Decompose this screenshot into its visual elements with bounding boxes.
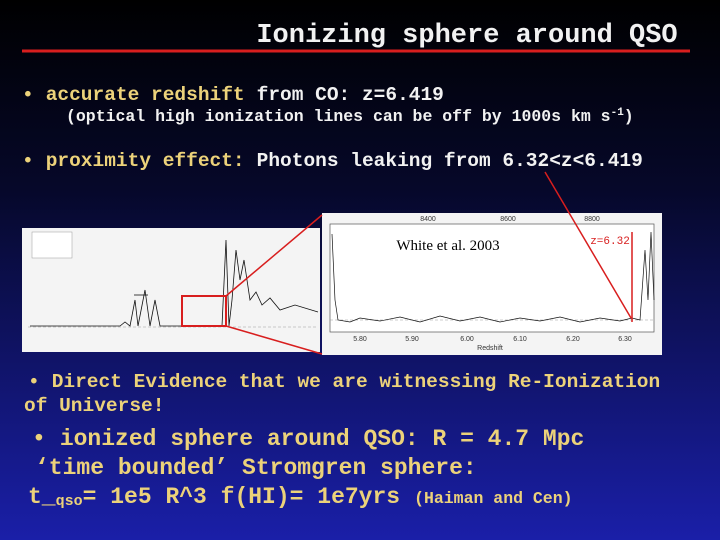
bullet: • proximity effect: Photons leaking from 6… (22, 150, 643, 172)
bottom-tick: 6.20 (566, 336, 580, 343)
spectrum-right: 8400 8600 8800 5.80 5.90 6.00 6.10 6.20 … (322, 213, 662, 355)
bullet: • Direct Evidence that we are witnessing … (28, 371, 660, 393)
top-tick: 8400 (420, 216, 436, 223)
bottom-tick: 6.00 (460, 336, 474, 343)
marker-label: z=6.32 (590, 236, 630, 248)
bullet-text: Direct Evidence that we are witnessing R… (52, 371, 661, 393)
top-tick: 8800 (584, 216, 600, 223)
top-tick: 8600 (500, 216, 516, 223)
spectrum-left (22, 228, 320, 352)
formula-text: = 1e5 R^3 f(HI)= 1e7yrs (83, 484, 400, 510)
highlight: proximity effect: (46, 150, 245, 172)
figure-citation: White et al. 2003 (396, 238, 499, 254)
formula-citation: (Haiman and Cen) (414, 489, 572, 508)
formula-sub: qso (56, 493, 83, 510)
bottom-tick: 5.80 (353, 336, 367, 343)
x-label: Redshift (477, 345, 503, 352)
formula: t_qso= 1e5 R^3 f(HI)= 1e7yrs (Haiman and … (28, 484, 573, 510)
bullet-text: of Universe! (24, 395, 164, 417)
note-text: (optical high ionization lines can be of… (66, 107, 611, 126)
highlight: accurate redshift (46, 84, 245, 106)
note-sup: -1 (611, 107, 625, 119)
bottom-tick: 5.90 (405, 336, 419, 343)
bullet-text: from CO: z=6.419 (257, 84, 444, 106)
bullet-text: Photons leaking from 6.32<z<6.419 (257, 150, 643, 172)
slide-title: Ionizing sphere around QSO (256, 21, 677, 51)
note-text: ) (624, 107, 634, 126)
bottom-tick: 6.10 (513, 336, 527, 343)
note: (optical high ionization lines can be of… (66, 107, 634, 126)
bullet: • accurate redshift from CO: z=6.419 (22, 84, 444, 106)
bottom-tick: 6.30 (618, 336, 632, 343)
formula-text: t_ (28, 484, 56, 510)
bullet: • ionized sphere around QSO: R = 4.7 Mpc (32, 426, 584, 452)
bullet-text: ‘time bounded’ Stromgren sphere: (35, 455, 477, 481)
bullet-text: ionized sphere around QSO: R = 4.7 Mpc (60, 426, 585, 452)
annotations (181, 171, 633, 355)
